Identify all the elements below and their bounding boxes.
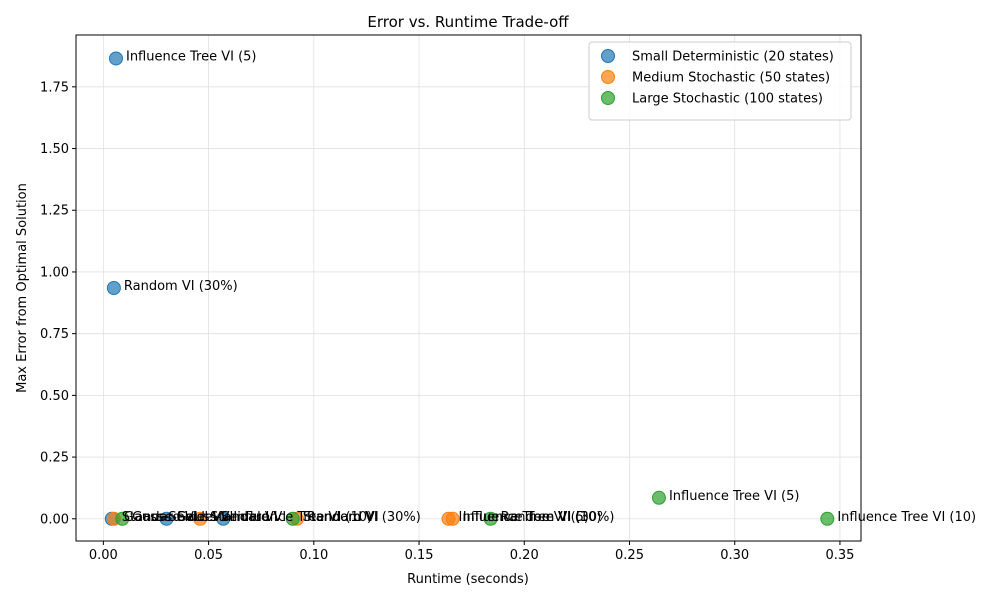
x-axis-ticks: 0.00 0.05 0.10 0.15 0.20 0.25 0.30 0.35 xyxy=(89,541,854,563)
points-layer xyxy=(104,51,835,526)
legend-entry: Small Deterministic (20 states) xyxy=(632,50,834,65)
y-tick-label: 0.50 xyxy=(40,389,69,404)
point-annotation: Influence Tree VI (10) xyxy=(233,510,372,525)
point-annotation: Gauss-Seidel VI xyxy=(176,510,277,525)
x-axis-label: Runtime (seconds) xyxy=(407,572,529,587)
x-tick-label: 0.25 xyxy=(615,548,644,563)
y-tick-label: 0.75 xyxy=(40,327,69,342)
data-point xyxy=(193,511,208,526)
data-point xyxy=(820,511,835,526)
point-annotation: Random VI (30%) xyxy=(124,279,238,294)
legend-entry: Large Stochastic (100 states) xyxy=(632,92,823,107)
y-tick-label: 0.25 xyxy=(40,451,69,466)
data-point xyxy=(216,511,231,526)
x-tick-label: 0.05 xyxy=(194,548,223,563)
point-annotation: Influence Tree VI (5) xyxy=(459,510,590,525)
point-annotation: Gauss-Seidel VI xyxy=(132,510,233,525)
data-point xyxy=(159,511,174,526)
point-annotation: Influence Tree VI (10) xyxy=(463,510,602,525)
y-tick-label: 1.75 xyxy=(40,80,69,95)
x-tick-label: 0.30 xyxy=(720,548,749,563)
point-annotation: Influence Tree VI (5) xyxy=(669,489,800,504)
y-axis-label: Max Error from Optimal Solution xyxy=(15,183,30,393)
y-tick-label: 1.50 xyxy=(40,142,69,157)
legend-entry: Medium Stochastic (50 states) xyxy=(632,71,830,86)
y-axis-ticks: 0.00 0.25 0.50 0.75 1.00 1.25 1.50 1.75 xyxy=(40,80,76,527)
x-tick-label: 0.20 xyxy=(510,548,539,563)
point-annotation: Random VI (30%) xyxy=(501,510,615,525)
data-point xyxy=(108,51,123,66)
point-annotation: Standard VI xyxy=(122,510,198,525)
x-tick-label: 0.35 xyxy=(825,548,854,563)
data-point xyxy=(483,511,498,526)
data-point xyxy=(445,511,460,526)
point-annotation: Standard VI xyxy=(303,510,379,525)
data-point xyxy=(115,511,130,526)
data-point xyxy=(285,511,300,526)
point-annotation: Standard VI xyxy=(210,510,286,525)
data-point xyxy=(106,281,121,295)
y-tick-label: 1.25 xyxy=(40,204,69,219)
chart-title: Error vs. Runtime Trade-off xyxy=(367,13,569,31)
point-annotation: Random VI (30%) xyxy=(307,510,421,525)
plot-frame xyxy=(75,34,862,542)
legend-marker xyxy=(601,70,615,84)
legend-box xyxy=(588,41,852,121)
legend-marker xyxy=(601,49,615,63)
legend-marker xyxy=(601,91,615,105)
x-tick-label: 0.15 xyxy=(405,548,434,563)
x-tick-label: 0.10 xyxy=(299,548,328,563)
legend: Small Deterministic (20 states) Medium St… xyxy=(588,41,852,121)
y-tick-label: 0.00 xyxy=(40,512,69,527)
y-tick-label: 1.00 xyxy=(40,265,69,280)
point-annotation: Gauss-Seidel VI xyxy=(124,510,225,525)
data-point xyxy=(651,490,666,505)
point-annotation: Influence Tree VI (5) xyxy=(126,49,257,64)
point-annotation: Influence Tree VI (10) xyxy=(837,510,976,525)
x-tick-label: 0.00 xyxy=(89,548,118,563)
